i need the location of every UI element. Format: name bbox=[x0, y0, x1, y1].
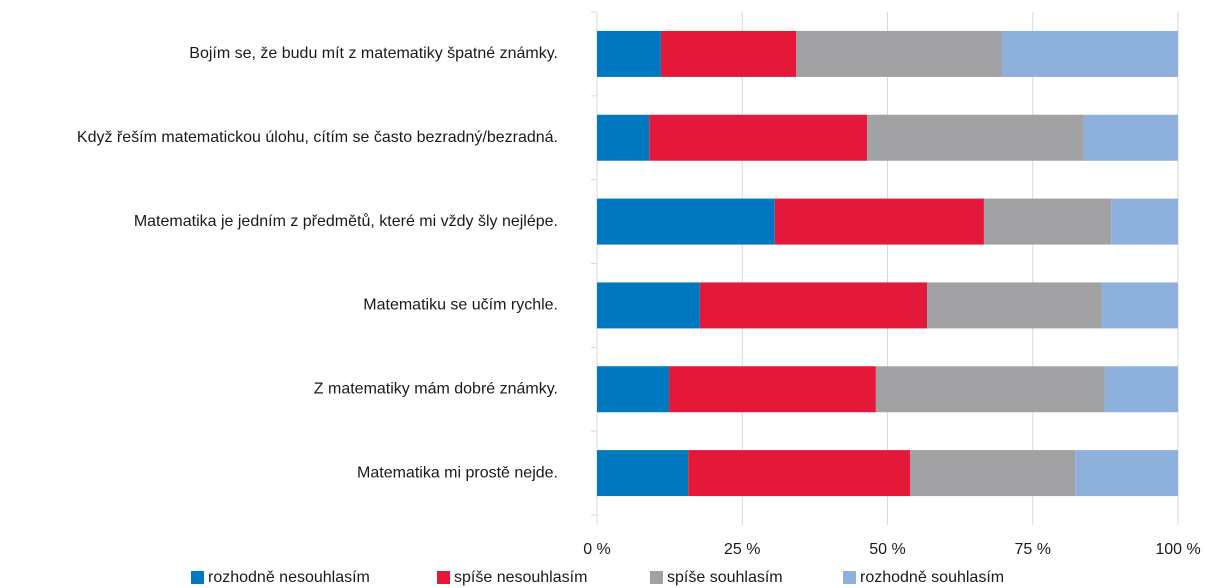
bar-segment bbox=[688, 450, 911, 497]
bar-segment bbox=[796, 30, 1002, 77]
bar-segment bbox=[1111, 198, 1178, 245]
bar-segment bbox=[867, 114, 1084, 161]
legend-label: rozhodně souhlasím bbox=[860, 569, 1004, 586]
x-tick-label: 25 % bbox=[724, 541, 760, 558]
y-tick-label: Když řeším matematickou úlohu, cítím se … bbox=[77, 129, 558, 146]
y-tick-label: Matematiku se učím rychle. bbox=[363, 297, 558, 314]
legend-label: spíše souhlasím bbox=[667, 569, 783, 586]
bar-segment bbox=[1101, 282, 1178, 329]
y-tick-label: Bojím se, že budu mít z matematiky špatn… bbox=[189, 45, 558, 62]
legend-swatch bbox=[191, 571, 204, 584]
legend-swatch bbox=[843, 571, 856, 584]
bar-segment bbox=[910, 450, 1076, 497]
x-tick-label: 50 % bbox=[869, 541, 905, 558]
bar-segment bbox=[1075, 450, 1178, 497]
bar-segment bbox=[1001, 30, 1178, 77]
legend-swatch bbox=[437, 571, 450, 584]
legend-label: rozhodně nesouhlasím bbox=[208, 569, 370, 586]
y-tick-label: Matematika je jedním z předmětů, které m… bbox=[134, 212, 558, 230]
bar-segment bbox=[1083, 114, 1178, 161]
bar-segment bbox=[597, 30, 661, 77]
y-tick-label: Matematika mi prostě nejde. bbox=[357, 464, 558, 481]
bar-segment bbox=[597, 114, 650, 161]
bar-segment bbox=[1104, 366, 1178, 413]
bar-segment bbox=[597, 366, 670, 413]
bar-segment bbox=[875, 366, 1105, 413]
bar-segment bbox=[699, 282, 928, 329]
x-tick-label: 75 % bbox=[1015, 541, 1051, 558]
legend-label: spíše nesouhlasím bbox=[454, 569, 587, 586]
bar-segment bbox=[983, 198, 1112, 245]
x-tick-label: 100 % bbox=[1155, 541, 1200, 558]
bar-segment bbox=[597, 450, 689, 497]
bar-segment bbox=[669, 366, 876, 413]
bar-segment bbox=[927, 282, 1102, 329]
x-tick-label: 0 % bbox=[583, 541, 611, 558]
bar-segment bbox=[660, 30, 797, 77]
legend-swatch bbox=[650, 571, 663, 584]
bar-segment bbox=[597, 282, 700, 329]
bar-segment bbox=[649, 114, 868, 161]
bar-segment bbox=[774, 198, 984, 245]
y-tick-label: Z matematiky mám dobré známky. bbox=[314, 380, 558, 397]
bar-segment bbox=[597, 198, 775, 245]
